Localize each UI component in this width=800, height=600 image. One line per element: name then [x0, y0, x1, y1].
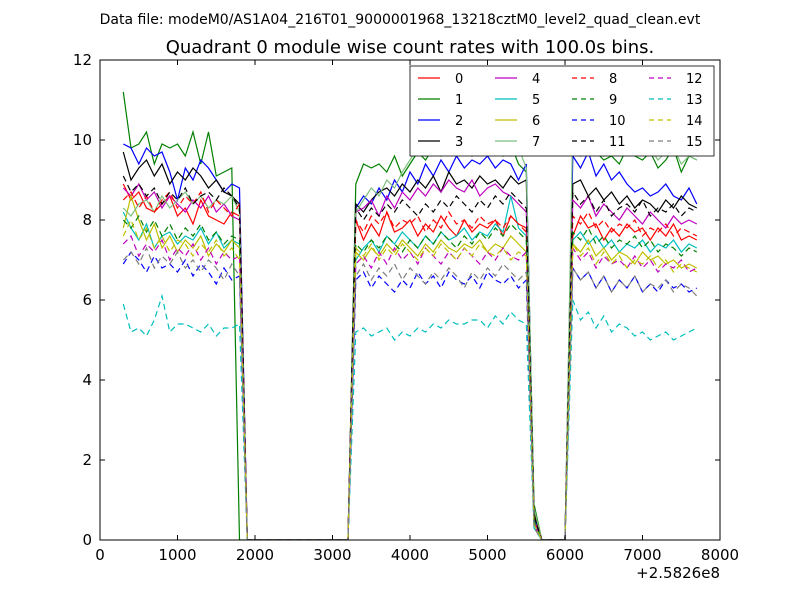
x-tick-label: 1000: [158, 546, 196, 564]
x-offset-label: +2.5826e8: [636, 564, 720, 582]
series-14-line: [122, 218, 698, 540]
legend-label-11: 11: [609, 135, 626, 150]
y-tick-label: 6: [82, 291, 92, 309]
legend-box: [409, 65, 715, 157]
series-12-line: [122, 234, 698, 540]
x-tick-label: 6000: [546, 546, 584, 564]
legend-label-10: 10: [609, 114, 626, 129]
series-9-line: [122, 214, 698, 540]
y-tick-label: 8: [82, 211, 92, 229]
x-tick-label: 8000: [701, 546, 739, 564]
x-tick-label: 4000: [391, 546, 429, 564]
y-tick-label: 0: [82, 531, 92, 549]
legend-label-13: 13: [686, 93, 703, 108]
chart-title: Quadrant 0 module wise count rates with …: [166, 37, 655, 58]
series-8-line: [122, 190, 698, 540]
y-tick-label: 10: [73, 131, 92, 149]
legend-label-4: 4: [532, 72, 540, 87]
x-tick-label: 5000: [468, 546, 506, 564]
series-13-line: [122, 293, 698, 540]
legend-label-8: 8: [609, 72, 617, 87]
series-15-line: [122, 246, 698, 540]
y-tick-label: 12: [73, 51, 92, 69]
series-layer: [122, 91, 698, 540]
series-3-line: [122, 151, 698, 540]
legend-label-0: 0: [455, 72, 463, 87]
x-tick-label: 2000: [236, 546, 274, 564]
series-1-line: [122, 91, 698, 540]
y-tick-label: 2: [82, 451, 92, 469]
x-tick-label: 0: [95, 546, 105, 564]
legend-label-12: 12: [686, 72, 703, 87]
legend-label-7: 7: [532, 135, 540, 150]
legend-label-1: 1: [455, 93, 463, 108]
legend-label-14: 14: [686, 114, 703, 129]
y-tick-label: 4: [82, 371, 92, 389]
series-10-line: [122, 251, 698, 540]
x-tick-label: 7000: [623, 546, 661, 564]
series-0-line: [122, 183, 698, 540]
legend-label-2: 2: [455, 114, 463, 129]
legend-label-9: 9: [609, 93, 617, 108]
suptitle: Data file: modeM0/AS1A04_216T01_90000019…: [100, 12, 701, 28]
axis-ticks: 0 1000 2000 3000 4000 5000 6000 7000 80000246810…: [73, 51, 739, 564]
legend-label-15: 15: [686, 135, 703, 150]
legend-label-5: 5: [532, 93, 540, 108]
series-4-line: [122, 178, 698, 540]
legend-label-3: 3: [455, 135, 463, 150]
x-tick-label: 3000: [313, 546, 351, 564]
series-11-line: [122, 175, 698, 540]
series-2-line: [123, 143, 698, 540]
legend-label-6: 6: [532, 114, 540, 129]
